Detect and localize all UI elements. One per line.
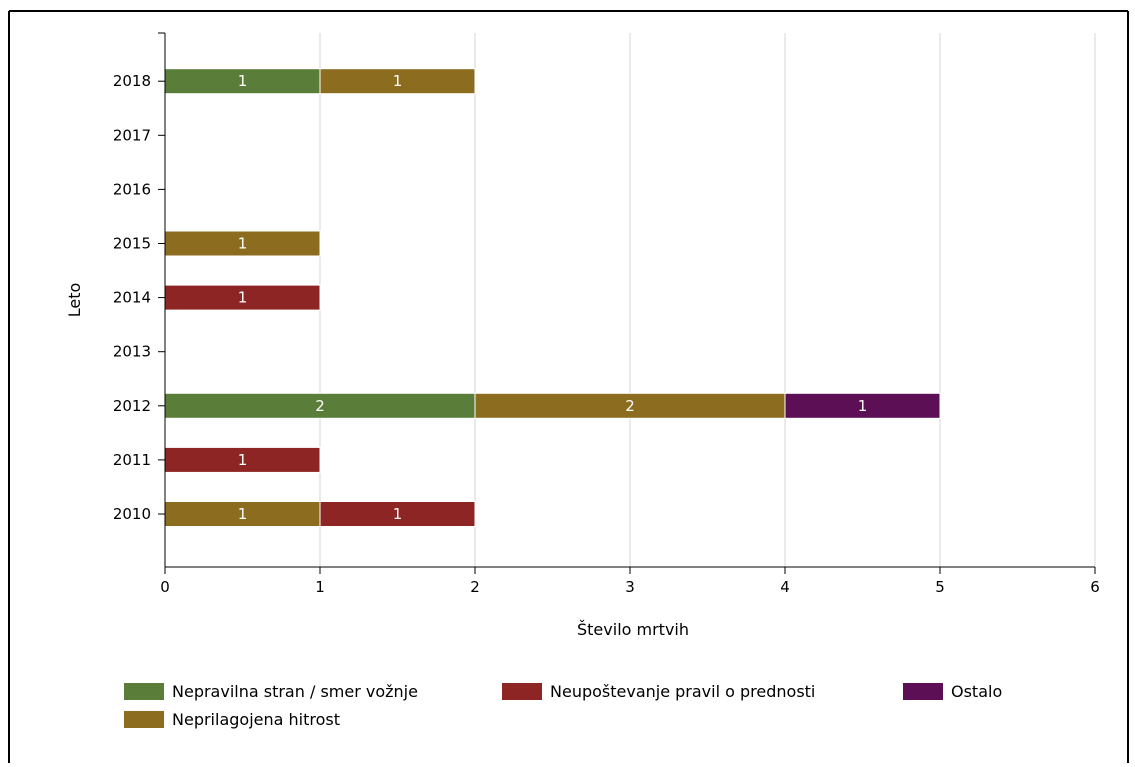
y-tick-label-2015: 2015 [113, 235, 151, 253]
legend-swatch-1 [502, 683, 542, 700]
bar-2012-s3 [784, 392, 941, 419]
bar-2014-s2 [164, 284, 321, 311]
grid-lines [319, 33, 1096, 567]
bar-label-2012-s3: 1 [858, 397, 868, 415]
x-tick-label-0: 0 [160, 578, 170, 596]
y-tick-label-2016: 2016 [113, 180, 151, 198]
x-tick-label-3: 3 [625, 578, 635, 596]
legend-label-3: Neprilagojena hitrost [172, 710, 340, 729]
y-tick-label-2018: 2018 [113, 72, 151, 90]
x-tick-label-4: 4 [780, 578, 790, 596]
bar-2010-s2 [319, 501, 476, 527]
bar-label-2018-s0: 1 [238, 72, 248, 90]
bar-label-2014-s2: 1 [238, 289, 248, 307]
x-tick-label-2: 2 [470, 578, 480, 596]
bar-label-2018-s1: 1 [393, 72, 403, 90]
y-tick-label-2010: 2010 [113, 505, 151, 523]
bar-label-2012-s0: 2 [315, 397, 325, 415]
y-tick-label-2013: 2013 [113, 343, 151, 361]
x-tick-label-5: 5 [935, 578, 945, 596]
x-tick-label-1: 1 [315, 578, 325, 596]
bar-label-2012-s1: 2 [625, 397, 635, 415]
legend-label-0: Nepravilna stran / smer vožnje [172, 682, 418, 701]
bars-group: 1 1 1 2 2 1 1 1 1 1 [164, 68, 941, 527]
axes-group: 0 1 2 3 4 5 6 2010 2011 2012 2013 2014 2015 2016 2017 2… [113, 32, 1100, 596]
bar-label-2011-s2: 1 [238, 451, 248, 469]
y-tick-label-2017: 2017 [113, 126, 151, 144]
bar-label-2010-s2: 1 [393, 505, 403, 523]
legend-swatch-3 [124, 711, 164, 728]
y-tick-label-2012: 2012 [113, 397, 151, 415]
legend: Nepravilna stran / smer vožnje Neupošteva… [124, 682, 1002, 729]
legend-label-2: Ostalo [951, 682, 1002, 701]
x-tick-label-6: 6 [1090, 578, 1100, 596]
y-tick-label-2014: 2014 [113, 289, 151, 307]
bar-2018-s1 [319, 68, 476, 95]
bar-label-2015-s1: 1 [238, 235, 248, 253]
legend-swatch-0 [124, 683, 164, 700]
legend-swatch-2 [903, 683, 943, 700]
legend-label-1: Neupoštevanje pravil o prednosti [550, 682, 815, 701]
y-tick-label-2011: 2011 [113, 451, 151, 469]
bar-label-2010-s1: 1 [238, 505, 248, 523]
bar-2012-s1 [474, 392, 786, 419]
x-axis-title: Število mrtvih [577, 620, 689, 639]
y-axis-title: Leto [65, 283, 84, 318]
